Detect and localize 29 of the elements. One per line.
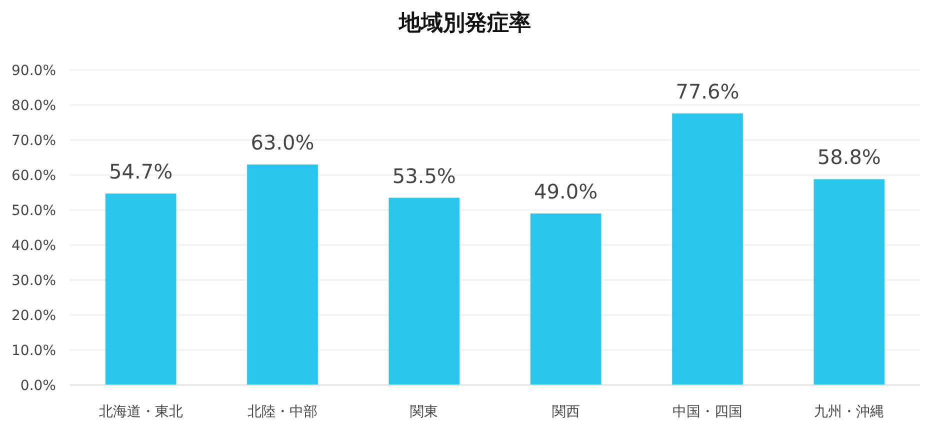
y-tick-label: 10.0% (12, 343, 56, 359)
y-tick-label: 40.0% (12, 238, 56, 254)
chart-title: 地域別発症率 (398, 10, 531, 36)
data-label: 77.6% (676, 79, 740, 104)
bar (388, 198, 460, 385)
data-label: 63.0% (250, 130, 314, 154)
x-tick-label: 関西 (552, 404, 580, 420)
x-tick-label: 九州・沖縄 (814, 404, 884, 420)
x-tick-label: 北海道・東北 (98, 404, 183, 420)
data-label: 58.8% (817, 145, 881, 170)
data-label: 54.7% (109, 160, 173, 184)
y-tick-label: 70.0% (12, 133, 56, 149)
y-tick-label: 90.0% (12, 63, 56, 79)
y-tick-label: 20.0% (12, 308, 56, 324)
y-tick-label: 80.0% (12, 98, 56, 114)
x-tick-label: 関東 (410, 404, 438, 420)
y-tick-label: 0.0% (20, 378, 56, 394)
bar (530, 214, 602, 385)
data-label: 49.0% (534, 180, 598, 204)
x-tick-label: 北陸・中部 (248, 404, 318, 420)
bar (814, 179, 885, 385)
y-tick-label: 60.0% (12, 168, 56, 184)
x-tick-label: 中国・四国 (672, 404, 742, 420)
bar (672, 113, 743, 385)
y-tick-label: 30.0% (12, 273, 56, 289)
bar (105, 194, 176, 385)
data-label: 53.5% (392, 164, 456, 188)
y-tick-label: 50.0% (12, 203, 56, 219)
bar (247, 164, 318, 385)
